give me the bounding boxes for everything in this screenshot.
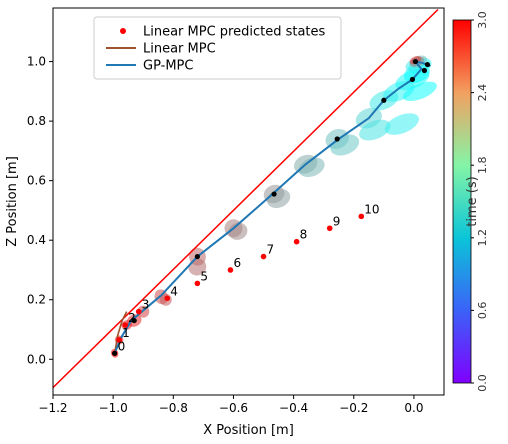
linear-mpc-predicted-states-point [260, 253, 267, 260]
linear-mpc-predicted-states-point [122, 322, 128, 328]
uncertainty-ellipse [384, 113, 419, 135]
legend-label-predicted: Linear MPC predicted states [143, 25, 326, 40]
colorbar: 0.0 0.6 1.2 1.8 2.4 3.0 time (s) [452, 11, 489, 392]
y-tick-label: 1.0 [27, 55, 46, 69]
gp-mpc-current-states-point [412, 58, 419, 65]
linear-mpc-predicted-states-point [227, 267, 234, 273]
x-tick-label: 0.0 [404, 401, 423, 415]
linear-mpc-predicted-states-point [135, 308, 142, 315]
gp-mpc-current-states-point [409, 76, 416, 83]
y-tick-label: 0.6 [27, 174, 46, 188]
predicted-state-label: 7 [267, 243, 275, 257]
uncertainty-ellipse [298, 157, 325, 178]
plot-frame [52, 7, 445, 396]
colorbar-tick-label: 0.6 [476, 302, 489, 320]
y-tick-label: 0.4 [27, 233, 46, 247]
gp-mpc-current-states-point [424, 61, 431, 68]
uncertainty-ellipse [402, 81, 437, 102]
gp-mpc-current-states-point [381, 97, 387, 103]
x-tick-label: −0.6 [219, 401, 248, 415]
predicted-state-label: 0 [118, 339, 126, 353]
uncertainty-ellipse [359, 119, 391, 141]
predicted-state-label: 6 [233, 256, 241, 270]
y-tick-label: 0.8 [27, 114, 46, 128]
legend-marker-predicted [120, 28, 126, 34]
predicted-state-label: 4 [170, 284, 178, 298]
colorbar-tick-label: 0.0 [476, 374, 489, 392]
legend-label-gp-mpc: GP-MPC [143, 59, 193, 74]
uncertainty-ellipse [228, 222, 248, 240]
colorbar-tick-label: 2.4 [476, 84, 489, 102]
predicted-state-label: 3 [142, 298, 150, 312]
y-axis-ticks: 0.0 0.2 0.4 0.6 0.8 1.0 [27, 55, 53, 366]
colorbar-label: time (s) [465, 176, 480, 226]
colorbar-tick-label: 1.8 [476, 156, 489, 174]
legend-box [93, 16, 342, 80]
y-tick-label: 0.0 [27, 352, 46, 366]
colorbar-tick-label: 1.2 [476, 229, 489, 247]
x-tick-label: −1.2 [38, 401, 67, 415]
linear-mpc-predicted-states-point [164, 295, 171, 302]
gp-mpc-current-states-point [194, 253, 200, 260]
gp-mpc-current-states-point [112, 350, 118, 356]
x-axis-ticks: −1.2 −1.0 −0.8 −0.6 −0.4 −0.2 0.0 [38, 395, 423, 415]
legend: Linear MPC predicted states Linear MPC G… [93, 16, 342, 80]
gp-mpc-current-states-point [271, 191, 277, 197]
data-points [111, 58, 431, 357]
legend-label-linear-mpc: Linear MPC [143, 42, 216, 57]
x-tick-label: −0.8 [159, 401, 188, 415]
x-axis-label: X Position [m] [203, 423, 294, 438]
gp-mpc-current-states-point [421, 67, 428, 74]
colorbar-ticks: 0.0 0.6 1.2 1.8 2.4 3.0 [471, 11, 489, 392]
linear-mpc-predicted-states-point [326, 225, 333, 232]
x-tick-label: −1.0 [99, 401, 128, 415]
colorbar-gradient [452, 19, 472, 384]
y-tick-label: 0.2 [27, 293, 46, 307]
predicted-state-label: 5 [200, 269, 208, 283]
colorbar-tick-label: 3.0 [476, 11, 489, 29]
predicted-state-label: 9 [333, 214, 341, 228]
x-tick-label: −0.2 [339, 401, 368, 415]
predicted-state-label: 10 [364, 202, 379, 216]
linear-mpc-line [113, 311, 128, 354]
linear-mpc-predicted-states-point [194, 280, 201, 287]
constraint-line [53, 8, 439, 389]
linear-mpc-predicted-states-point [358, 213, 365, 220]
uncertainty-ellipses [110, 55, 437, 358]
predicted-state-label: 2 [128, 311, 136, 325]
x-tick-label: −0.4 [279, 401, 308, 415]
predicted-state-label: 1 [122, 326, 130, 340]
gp-mpc-current-states-point [334, 136, 340, 142]
y-axis-label: Z Position [m] [5, 156, 20, 247]
linear-mpc-predicted-states-point [293, 238, 300, 245]
predicted-state-label: 8 [300, 228, 308, 242]
gp-mpc-current-states-point [131, 317, 137, 324]
linear-mpc-predicted-states-point [116, 337, 122, 343]
